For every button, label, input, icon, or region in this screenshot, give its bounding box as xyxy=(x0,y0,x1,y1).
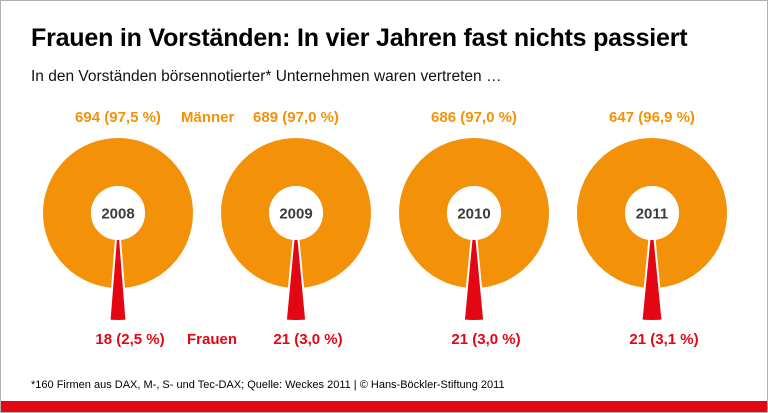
women-value-label-2008: 18 (2,5 %) xyxy=(95,331,165,348)
donut-wedge-women xyxy=(284,212,308,322)
donut-svg: 2009 xyxy=(221,138,371,322)
legend-men-label: Männer xyxy=(181,109,235,126)
donut-chart-2010: 686 (97,0 %) 2010 21 (3,0 %) xyxy=(385,108,563,350)
donut-wedge-women xyxy=(640,212,664,323)
donut-wedge-women xyxy=(462,212,486,322)
chart-title: Frauen in Vorständen: In vier Jahren fas… xyxy=(31,24,688,52)
men-value-label-2009: 689 (97,0 %) xyxy=(253,109,339,126)
donut-chart-2009: 689 (97,0 %) 2009 21 (3,0 %) xyxy=(207,108,385,350)
donut-wedge-women xyxy=(108,212,128,323)
donut-hole xyxy=(91,186,145,240)
donut-year-label: 2008 xyxy=(101,206,134,223)
donut-year-label: 2011 xyxy=(636,206,669,223)
donut-2010: 2010 xyxy=(389,136,559,326)
source-footnote: *160 Firmen aus DAX, M-, S- und Tec-DAX;… xyxy=(31,379,505,391)
donut-chart-2011: 647 (96,9 %) 2011 21 (3,1 %) xyxy=(563,108,741,350)
women-value-label-2011: 21 (3,1 %) xyxy=(629,331,699,348)
legend-women-label: Frauen xyxy=(187,331,238,348)
donut-hole xyxy=(625,186,679,240)
donut-hole xyxy=(447,186,501,240)
donut-year-label: 2010 xyxy=(457,206,490,223)
men-value-label-2010: 686 (97,0 %) xyxy=(431,109,517,126)
donut-svg: 2010 xyxy=(399,138,549,322)
men-value-label-2011: 647 (96,9 %) xyxy=(609,109,695,126)
donut-svg: 2008 xyxy=(43,138,193,323)
donut-year-label: 2009 xyxy=(279,206,312,223)
bottom-accent-bar xyxy=(1,401,767,412)
donut-chart-row: Männer Frauen 694 (97,5 %) 2008 18 (2,5 … xyxy=(29,108,741,350)
donut-hole xyxy=(269,186,323,240)
women-value-label-2010: 21 (3,0 %) xyxy=(451,331,521,348)
donut-chart-2008: 694 (97,5 %) 2008 18 (2,5 %) xyxy=(29,108,207,350)
donut-2009: 2009 xyxy=(211,136,381,326)
chart-subtitle: In den Vorständen börsennotierter* Unter… xyxy=(31,68,502,85)
donut-2011: 2011 xyxy=(567,136,737,326)
donut-2008: 2008 xyxy=(33,136,203,326)
men-value-label-2008: 694 (97,5 %) xyxy=(75,109,161,126)
donut-svg: 2011 xyxy=(577,138,727,323)
women-value-label-2009: 21 (3,0 %) xyxy=(273,331,343,348)
